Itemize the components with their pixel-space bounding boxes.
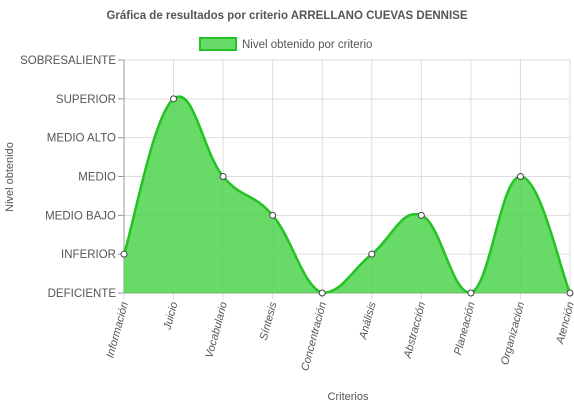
data-point[interactable] <box>467 289 475 297</box>
y-tick-label: SOBRESALIENTE <box>20 55 116 67</box>
series-fill <box>124 96 570 294</box>
legend[interactable]: Nivel obtenido por criterio <box>199 37 372 51</box>
y-tick-label: MEDIO ALTO <box>47 133 116 145</box>
x-axis-ticks: Información Juicio Vocabulario Síntesis Conc… <box>104 300 574 372</box>
y-tick-label: SUPERIOR <box>56 94 116 106</box>
data-points <box>120 95 574 297</box>
legend-swatch[interactable] <box>199 37 237 51</box>
x-tick-label: Síntesis <box>258 300 280 341</box>
legend-label[interactable]: Nivel obtenido por criterio <box>242 39 372 51</box>
y-tick-label: DEFICIENTE <box>48 288 117 300</box>
data-point[interactable] <box>417 211 425 219</box>
chart-title: Gráfica de resultados por criterio ARREL… <box>106 10 467 22</box>
x-tick-label: Planeación <box>452 301 478 357</box>
x-tick-label: Concentración <box>299 301 329 373</box>
y-tick-label: MEDIO <box>78 172 116 184</box>
data-point[interactable] <box>516 173 524 180</box>
data-point[interactable] <box>318 289 326 297</box>
x-tick-label: Atención <box>554 301 574 346</box>
x-tick-label: Organización <box>499 301 527 367</box>
data-point[interactable] <box>120 250 128 258</box>
series-line <box>122 95 572 295</box>
y-tick-label: MEDIO BAJO <box>45 210 116 222</box>
x-tick-label: Abstracción <box>402 301 429 361</box>
data-point[interactable] <box>269 211 277 219</box>
x-tick-label: Análisis <box>357 300 379 341</box>
x-axis-label: Criterios <box>328 391 369 403</box>
y-axis-ticks: DEFICIENTE INFERIOR MEDIO BAJO MEDIO MEDIO A… <box>20 55 116 300</box>
y-tick-label: INFERIOR <box>61 249 116 261</box>
x-tick-label: Vocabulario <box>203 301 230 360</box>
series-area <box>122 95 572 295</box>
y-axis-label: Nivel obtenido <box>4 142 16 212</box>
data-point[interactable] <box>219 173 227 180</box>
x-tick-label: Juicio <box>161 301 180 332</box>
x-tick-label: Información <box>104 301 130 360</box>
data-point[interactable] <box>368 250 376 258</box>
data-point[interactable] <box>566 289 574 297</box>
data-point[interactable] <box>170 95 178 103</box>
